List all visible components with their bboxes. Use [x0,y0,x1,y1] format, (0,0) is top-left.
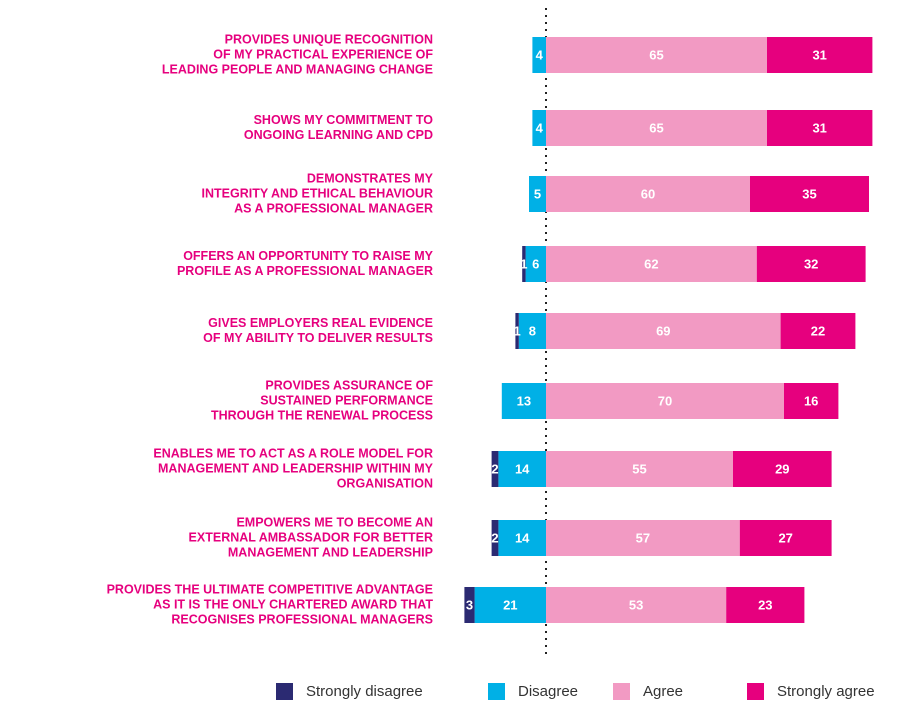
bar-segment [546,451,733,487]
bar-segment [501,383,546,419]
value-label: 6 [532,256,539,271]
value-label: 16 [804,393,818,408]
value-label: 22 [811,323,825,338]
value-label: 21 [503,597,517,612]
category-label: DEMONSTRATES MY INTEGRITY AND ETHICAL BE… [201,171,434,216]
bar-segment [546,520,740,556]
bar-segment [739,520,832,556]
value-label: 1 [520,256,527,271]
value-label: 62 [644,256,658,271]
category-label: OFFERS AN OPPORTUNITY TO RAISE MY PROFIL… [176,249,433,278]
category-label: SHOWS MY COMMITMENT TO ONGOING LEARNING … [243,113,433,142]
category-label: PROVIDES UNIQUE RECOGNITION OF MY PRACTI… [161,32,433,77]
bar-segment [767,110,873,146]
value-label: 32 [804,256,818,271]
bar-segment [546,176,750,212]
bar-segment [474,587,546,623]
value-label: 65 [649,47,663,62]
bar-segment [733,451,832,487]
legend-swatch [613,683,630,700]
value-label: 29 [775,461,789,476]
bar-segment [546,246,757,282]
bar-segment [756,246,866,282]
bar-segment [515,313,519,349]
category-label: GIVES EMPLOYERS REAL EVIDENCE OF MY ABIL… [203,316,433,345]
value-label: 65 [649,120,663,135]
bar-segment [522,246,526,282]
value-label: 70 [658,393,672,408]
bar-segment [546,37,767,73]
value-label: 31 [812,47,826,62]
legend-swatch [276,683,293,700]
bar-segment [498,520,546,556]
bar-segment [546,313,781,349]
legend-swatch [747,683,764,700]
bar-segment [784,383,839,419]
bar-segment [491,451,499,487]
bar-segment [726,587,805,623]
value-label: 53 [629,597,643,612]
value-label: 27 [778,530,792,545]
category-label: ENABLES ME TO ACT AS A ROLE MODEL FOR MA… [153,446,433,491]
category-label: EMPOWERS ME TO BECOME AN EXTERNAL AMBASS… [188,515,433,560]
value-label: 55 [632,461,646,476]
value-label: 57 [636,530,650,545]
value-label: 1 [513,323,520,338]
bar-segment [498,451,546,487]
bar-segment [750,176,869,212]
value-label: 14 [515,461,530,476]
value-label: 2 [491,461,498,476]
bar-segment [532,110,546,146]
bar-segment [780,313,856,349]
value-label: 2 [491,530,498,545]
bar-segment [491,520,499,556]
category-label: PROVIDES ASSURANCE OF SUSTAINED PERFORMA… [210,378,433,423]
legend-label: Strongly agree [777,683,875,700]
value-label: 8 [529,323,536,338]
bar-segment [546,110,767,146]
value-label: 3 [466,597,473,612]
legend-label: Disagree [518,683,578,700]
value-label: 4 [536,120,544,135]
bar-segment [529,176,546,212]
bar-segment [767,37,873,73]
category-label: PROVIDES THE ULTIMATE COMPETITIVE ADVANT… [106,582,433,627]
bar-segment [546,383,784,419]
value-label: 60 [641,186,655,201]
bar-segment [518,313,546,349]
bar-segment [546,587,727,623]
legend-swatch [488,683,505,700]
value-label: 23 [758,597,772,612]
value-label: 13 [517,393,531,408]
bar-segment [525,246,546,282]
legend-label: Agree [643,683,683,700]
value-label: 14 [515,530,530,545]
bar-segment [464,587,475,623]
value-label: 5 [534,186,541,201]
value-label: 4 [536,47,544,62]
value-label: 35 [802,186,816,201]
bar-segment [532,37,546,73]
value-label: 69 [656,323,670,338]
legend-label: Strongly disagree [306,683,423,700]
value-label: 31 [812,120,826,135]
